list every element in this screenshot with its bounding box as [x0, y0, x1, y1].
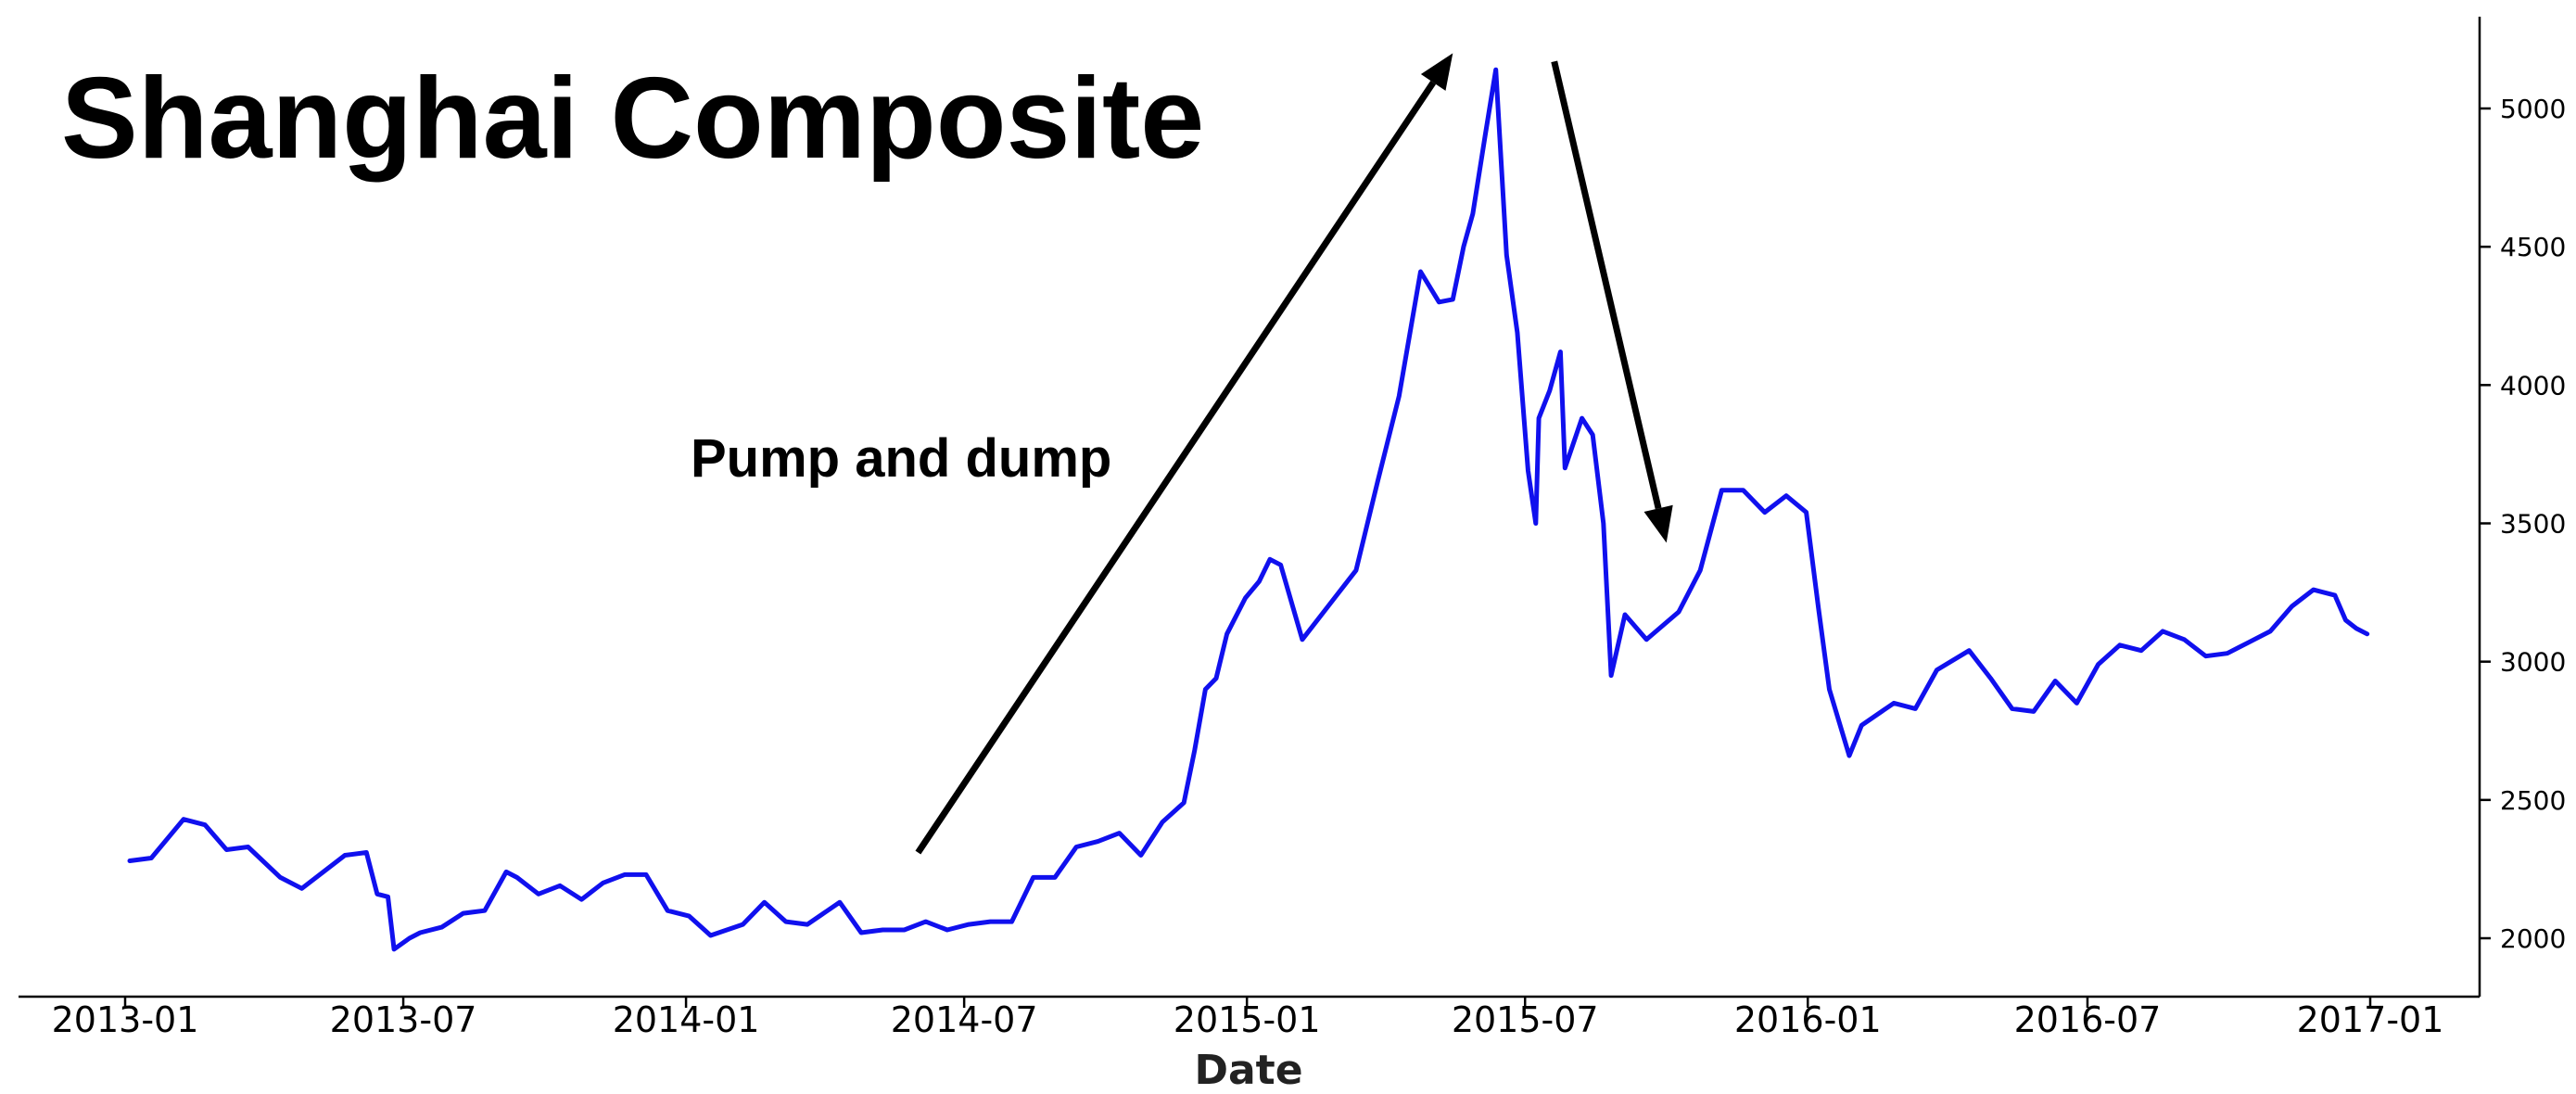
x-tick-label: 2017-01	[2297, 999, 2444, 1040]
x-tick-label: 2016-07	[2014, 999, 2162, 1040]
y-tick-label: 3000	[2500, 647, 2566, 678]
annotation-arrow-shaft	[915, 80, 1437, 855]
x-tick-label: 2014-07	[891, 999, 1038, 1040]
x-axis-label: Date	[1194, 1047, 1302, 1094]
y-tick-label: 2500	[2500, 785, 2566, 816]
x-tick-label: 2015-01	[1174, 999, 1321, 1040]
y-tick-label: 3500	[2500, 509, 2566, 540]
y-tick-label: 4000	[2500, 370, 2566, 401]
y-axis-ticks: 2000 2500 3000 3500 4000 4500 5000	[2480, 94, 2566, 954]
annotation-arrow-shaft	[1551, 60, 1662, 510]
x-axis-ticks: 2013-01 2013-07 2014-01 2014-07 2015-01 2015-…	[52, 997, 2444, 1040]
annotation-label: Pump and dump	[691, 428, 1111, 489]
y-tick-label: 2000	[2500, 923, 2566, 954]
series-layer	[127, 67, 2370, 952]
annotation-arrow-head	[1643, 504, 1673, 543]
annotation-arrow-head	[1420, 53, 1453, 91]
series-line	[127, 67, 2370, 952]
x-tick-label: 2016-01	[1734, 999, 1882, 1040]
y-tick-label: 4500	[2500, 232, 2566, 262]
x-tick-label: 2013-07	[330, 999, 477, 1040]
x-tick-label: 2013-01	[52, 999, 199, 1040]
x-tick-label: 2015-07	[1452, 999, 1599, 1040]
y-tick-label: 5000	[2500, 94, 2566, 124]
annotation-arrows	[915, 53, 1673, 855]
x-tick-label: 2014-01	[613, 999, 760, 1040]
chart-title: Shanghai Composite	[61, 55, 1204, 183]
